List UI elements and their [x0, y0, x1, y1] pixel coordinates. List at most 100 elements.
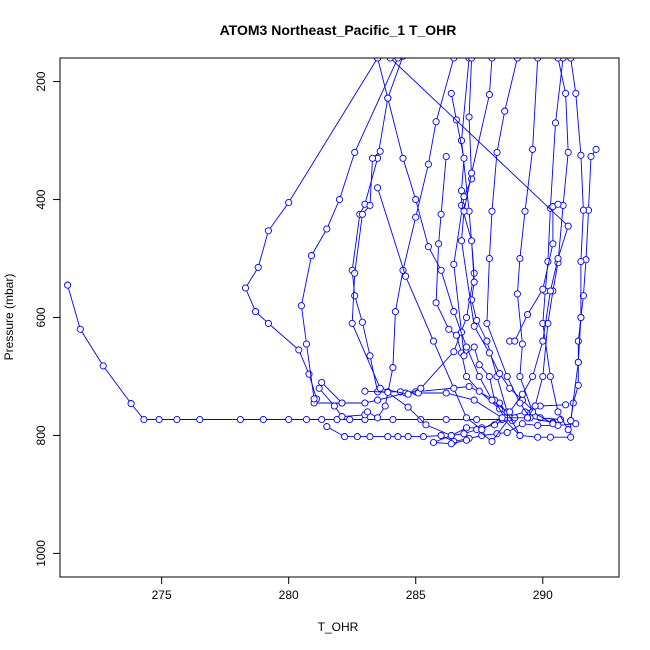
data-point: [468, 237, 476, 245]
data-point: [572, 89, 580, 97]
data-point: [351, 269, 359, 277]
data-point: [564, 148, 572, 156]
data-point: [468, 175, 476, 183]
data-point: [579, 206, 587, 214]
data-point: [485, 91, 493, 99]
data-point: [402, 272, 410, 280]
data-point: [338, 413, 346, 421]
data-point: [523, 414, 532, 422]
data-point: [424, 243, 432, 251]
data-point: [572, 420, 580, 428]
y-tick-label: 800: [34, 425, 48, 445]
data-point: [506, 408, 514, 416]
data-point: [501, 107, 509, 115]
data-point: [503, 372, 511, 381]
series-line-5: [300, 58, 399, 399]
y-tick-label: 600: [34, 307, 48, 327]
series-line-17: [570, 58, 584, 421]
y-tick-label: 1000: [34, 540, 48, 567]
data-point: [554, 254, 562, 263]
data-point: [437, 210, 445, 218]
data-point: [318, 378, 326, 386]
data-point: [366, 352, 374, 360]
data-point: [366, 433, 374, 441]
y-tick-label: 400: [34, 189, 48, 209]
plot-area: [64, 58, 600, 448]
data-point: [302, 340, 311, 348]
data-point: [366, 201, 374, 209]
data-point: [404, 390, 412, 398]
data-point: [534, 433, 542, 441]
data-point: [478, 426, 486, 434]
data-point: [551, 119, 560, 127]
data-point: [450, 384, 458, 392]
series-line-13: [461, 58, 561, 420]
data-point: [485, 349, 493, 357]
data-point: [473, 316, 481, 324]
data-point: [361, 399, 369, 407]
data-point: [539, 285, 547, 293]
data-point: [127, 400, 135, 408]
data-point: [394, 433, 402, 441]
data-point: [335, 195, 344, 204]
data-point: [155, 415, 163, 424]
data-point: [363, 408, 372, 416]
data-point: [516, 254, 524, 263]
data-point: [577, 257, 585, 266]
data-point: [488, 207, 496, 215]
series-line-6: [318, 58, 455, 419]
data-point: [376, 384, 384, 392]
data-point: [579, 292, 587, 300]
data-point: [488, 437, 496, 445]
data-point: [465, 113, 473, 121]
data-point: [544, 319, 552, 327]
x-tick-label: 280: [279, 588, 299, 602]
data-point: [562, 89, 570, 97]
series-line-14: [486, 58, 553, 423]
data-point: [493, 148, 501, 156]
data-point: [381, 402, 389, 410]
x-tick-label: 285: [406, 588, 426, 602]
data-point: [516, 431, 524, 440]
data-point: [445, 325, 453, 333]
data-point: [485, 254, 493, 263]
data-point: [351, 148, 359, 156]
data-point: [424, 160, 432, 168]
data-point: [498, 414, 506, 422]
data-point: [404, 433, 412, 441]
data-point: [521, 207, 529, 215]
data-point: [567, 433, 575, 441]
data-point: [577, 151, 585, 159]
data-point: [295, 346, 303, 354]
data-point: [468, 169, 476, 177]
data-point: [429, 438, 438, 447]
data-point: [587, 152, 595, 161]
data-point: [483, 337, 491, 345]
data-point: [173, 415, 181, 424]
data-point: [483, 319, 491, 327]
data-point: [254, 263, 262, 271]
data-point: [457, 237, 466, 245]
data-point: [516, 372, 524, 381]
data-point: [460, 207, 468, 215]
data-point: [346, 415, 354, 424]
data-point: [389, 364, 397, 372]
data-point: [470, 396, 478, 404]
data-point: [462, 372, 471, 381]
data-point: [592, 145, 600, 153]
axes: 275 280 285 290 200 400 600 800 1000: [34, 57, 620, 602]
data-point: [297, 302, 305, 310]
data-point: [351, 292, 359, 300]
data-point: [460, 154, 468, 162]
data-point: [412, 213, 420, 221]
series-line-4: [314, 149, 597, 438]
data-point: [496, 369, 504, 378]
data-point: [435, 240, 443, 248]
data-point: [442, 152, 450, 161]
data-point: [529, 372, 537, 381]
data-point: [374, 414, 382, 422]
data-point: [64, 281, 72, 289]
data-point: [437, 431, 445, 440]
data-point: [473, 415, 481, 424]
data-point: [462, 414, 471, 422]
